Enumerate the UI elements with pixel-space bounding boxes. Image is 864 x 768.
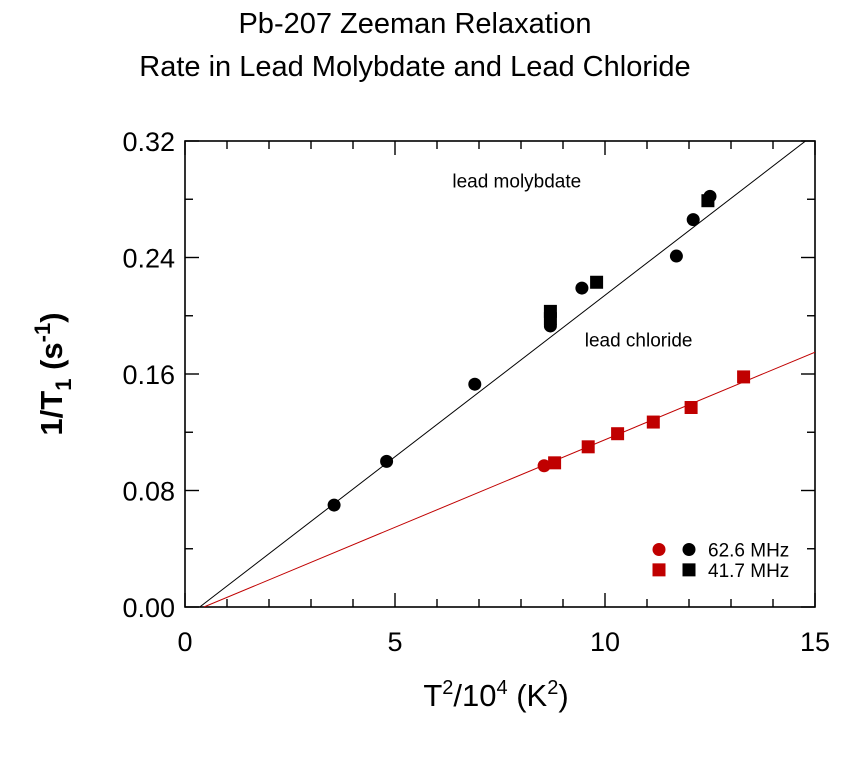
data-point-chloride-square: [646, 415, 660, 429]
x-axis-title: T2/104 (K2): [423, 677, 568, 713]
legend-marker-molybdate-circle: [682, 542, 696, 556]
data-point-chloride-square: [548, 456, 562, 470]
x-tick-label: 10: [590, 627, 620, 657]
data-point-chloride-square: [737, 370, 751, 384]
legend-label: 62.6 MHz: [708, 540, 789, 561]
legend-label: 41.7 MHz: [708, 561, 789, 582]
y-tick-label: 0.00: [122, 593, 175, 623]
legend-marker-chloride-circle: [652, 542, 666, 556]
data-point-chloride-square: [684, 400, 698, 414]
plot-frame: [184, 140, 816, 608]
data-point-molybdate-square: [701, 194, 715, 208]
legend-marker-molybdate-square: [682, 563, 696, 577]
data-point-chloride-circle: [537, 459, 551, 473]
annotation-label: lead molybdate: [452, 172, 581, 193]
data-point-molybdate-square: [590, 275, 604, 289]
data-point-chloride-square: [581, 440, 595, 454]
annotation-label: lead chloride: [585, 330, 693, 351]
legend-marker-chloride-square: [652, 563, 666, 577]
x-tick-label: 0: [177, 627, 192, 657]
data-point-molybdate-circle: [327, 498, 341, 512]
data-point-molybdate-circle: [669, 249, 683, 263]
y-tick-label: 0.24: [122, 244, 175, 274]
fit-line-molybdate: [199, 141, 807, 607]
y-tick-label: 0.32: [122, 127, 175, 157]
y-tick-label: 0.08: [122, 477, 175, 507]
y-axis-title: 1/T1 (s-1): [30, 312, 76, 435]
chart-title-line-1: Pb-207 Zeeman Relaxation: [238, 8, 591, 40]
data-point-molybdate-circle: [380, 454, 394, 468]
plot-area: 0 5 10 15 0.00 0.08 0.16 0.24 0.32 lead molybdate…: [122, 127, 830, 657]
data-point-molybdate-circle: [575, 281, 589, 295]
data-point-chloride-square: [611, 427, 625, 441]
data-point-molybdate-square: [543, 312, 557, 326]
x-tick-label: 15: [800, 627, 830, 657]
fit-line-chloride: [203, 351, 815, 607]
y-tick-label: 0.16: [122, 360, 175, 390]
data-point-molybdate-circle: [686, 213, 700, 227]
x-tick-label: 5: [387, 627, 402, 657]
data-point-molybdate-circle: [468, 377, 482, 391]
chart-title-line-2: Rate in Lead Molybdate and Lead Chloride: [139, 51, 690, 83]
